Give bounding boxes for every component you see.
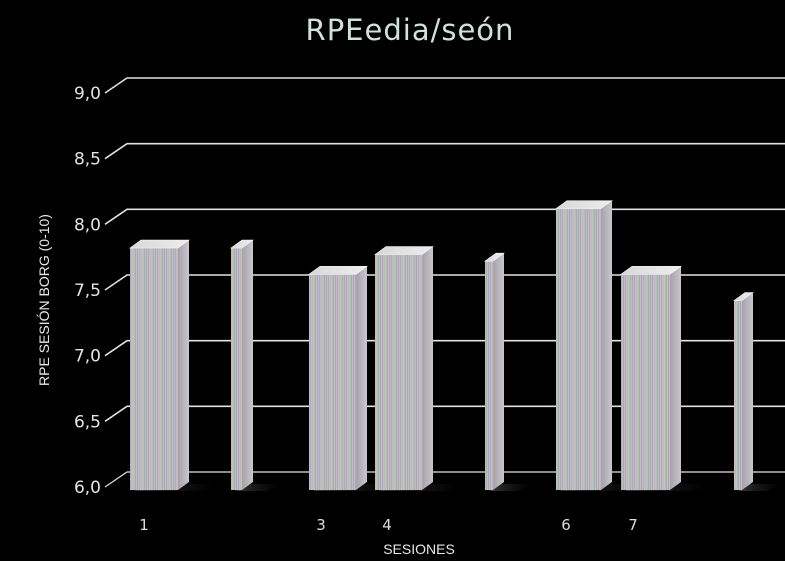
chart-title: RPEedia/seón [306,13,515,47]
x-tick-label: 4 [382,516,392,534]
gridline [104,208,785,225]
gridline [104,77,785,94]
bar [230,239,281,491]
y-axis-ticks: 6,0 6,5 7,0 7,5 8,0 8,5 9,0 [74,84,101,498]
y-tick-label: 6,5 [74,412,101,432]
gridline [104,405,785,422]
y-tick-label: 7,5 [74,281,101,301]
bar [484,252,532,491]
y-tick-label: 8,5 [74,150,101,170]
x-tick-label: 7 [628,516,638,534]
x-tick-label: 3 [316,516,326,534]
bar [129,239,217,491]
bar [733,292,781,491]
x-axis-ticks: 1 3 4 6 7 [139,516,638,534]
y-tick-label: 9,0 [74,84,101,104]
x-axis-label: SESIONES [383,541,455,557]
y-tick-label: 8,0 [74,215,101,235]
bar [308,265,395,491]
y-tick-label: 6,0 [74,478,101,498]
x-tick-label: 1 [139,516,149,534]
y-tick-label: 7,0 [74,347,101,367]
gridline [104,142,785,160]
bar [555,200,640,491]
y-axis-label: RPE SESIÓN BORG (0-10) [36,214,52,386]
gridlines [104,77,785,488]
x-tick-label: 6 [561,516,571,534]
bar [620,265,709,491]
gridline [104,339,785,357]
gridline [104,274,785,291]
bar [374,246,461,491]
bars [129,200,781,491]
